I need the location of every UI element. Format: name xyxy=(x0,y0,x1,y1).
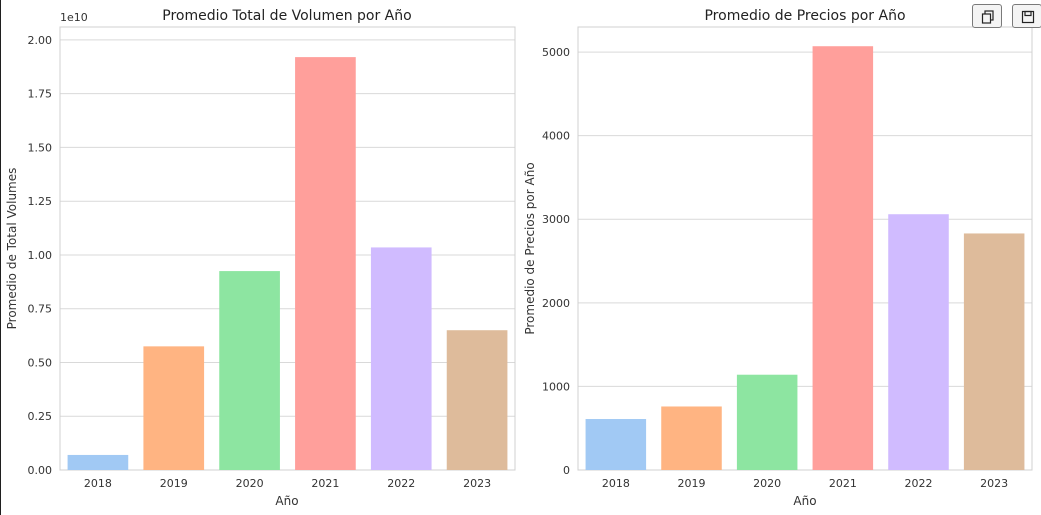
chart-title: Promedio de Precios por Año xyxy=(704,8,905,24)
x-tick-label: 2020 xyxy=(236,477,264,490)
y-tick-label: 1.00 xyxy=(28,249,53,262)
bar-2020 xyxy=(736,374,798,470)
bar-2018 xyxy=(67,454,129,470)
y-tick-label: 1000 xyxy=(542,380,570,393)
y-tick-label: 1.25 xyxy=(28,195,53,208)
x-tick-label: 2018 xyxy=(84,477,112,490)
y-tick-label: 0.75 xyxy=(28,303,53,316)
x-tick-label: 2022 xyxy=(905,477,933,490)
bar-2021 xyxy=(295,57,356,470)
x-tick-label: 2023 xyxy=(463,477,491,490)
save-icon xyxy=(1021,10,1035,24)
x-tick-label: 2022 xyxy=(387,477,415,490)
bar-2018 xyxy=(585,419,647,470)
y-tick-label: 0.50 xyxy=(28,356,53,369)
x-axis-label: Año xyxy=(793,494,816,508)
copy-button[interactable] xyxy=(972,4,1002,28)
bar-2019 xyxy=(661,406,722,470)
y-tick-label: 2000 xyxy=(542,297,570,310)
chart-title: Promedio Total de Volumen por Año xyxy=(162,8,411,24)
plot-frame xyxy=(577,26,1033,471)
bar-2019 xyxy=(143,346,205,470)
y-axis-label: Promedio de Precios por Año xyxy=(523,162,537,334)
x-axis-label: Año xyxy=(275,494,298,508)
y-tick-label: 3000 xyxy=(542,213,570,226)
bar-2020 xyxy=(219,271,280,470)
x-tick-label: 2019 xyxy=(160,477,188,490)
y-offset-label: 1e10 xyxy=(60,11,88,24)
save-button[interactable] xyxy=(1012,4,1041,28)
bar-2023 xyxy=(446,330,508,470)
bar-2021 xyxy=(812,46,874,471)
y-tick-label: 0.25 xyxy=(28,410,53,423)
plot-frame xyxy=(59,26,516,471)
x-tick-label: 2020 xyxy=(753,477,781,490)
x-tick-label: 2019 xyxy=(678,477,706,490)
bar-2023 xyxy=(963,233,1025,470)
x-tick-label: 2018 xyxy=(602,477,630,490)
bar-2022 xyxy=(888,214,949,470)
x-tick-label: 2021 xyxy=(311,477,339,490)
copy-icon xyxy=(981,10,994,24)
y-axis-label: Promedio de Total Volumes xyxy=(5,168,19,330)
y-tick-label: 2.00 xyxy=(28,34,53,47)
y-tick-label: 5000 xyxy=(542,46,570,59)
x-tick-label: 2023 xyxy=(980,477,1008,490)
y-tick-label: 0 xyxy=(563,464,570,477)
y-tick-label: 1.50 xyxy=(28,141,53,154)
x-tick-label: 2021 xyxy=(829,477,857,490)
y-tick-label: 4000 xyxy=(542,130,570,143)
window-edge xyxy=(0,0,1,515)
bar-2022 xyxy=(370,247,432,470)
y-tick-label: 0.00 xyxy=(28,464,53,477)
y-tick-label: 1.75 xyxy=(28,88,53,101)
